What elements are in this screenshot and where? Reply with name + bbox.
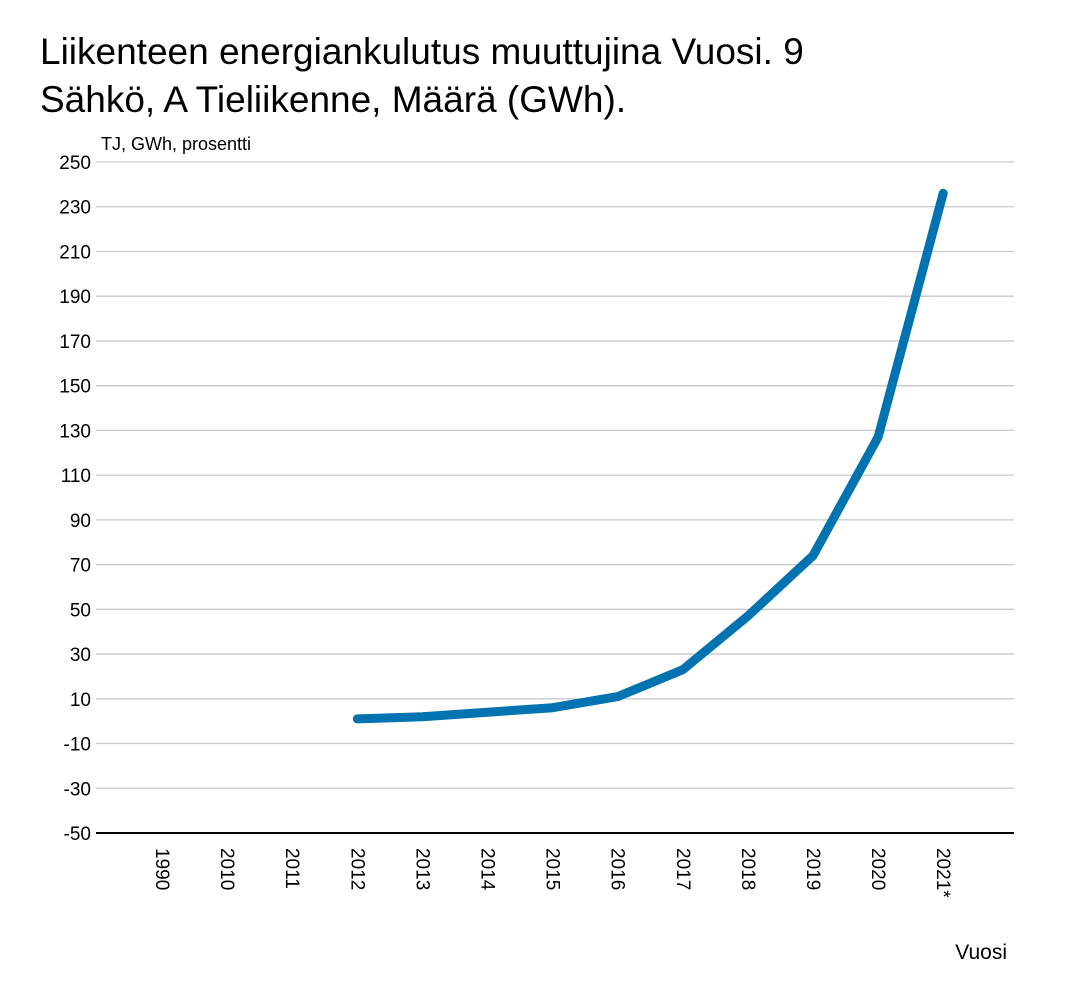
y-tick-label: 130 [59,421,91,442]
y-tick-label: -10 [64,735,91,756]
y-tick-label: -50 [64,824,91,845]
x-tick-label: 2013 [411,848,432,890]
y-axis-unit-label: TJ, GWh, prosentti [101,134,251,154]
x-tick-label: 2012 [346,848,367,890]
chart-title: Liikenteen energiankulutus muuttujina Vu… [40,28,1040,124]
y-tick-label: -30 [64,779,91,800]
data-point [486,710,489,714]
data-point [355,717,359,721]
y-tick-label: 230 [59,198,91,219]
y-tick-label: 190 [59,287,91,308]
data-point [551,706,555,710]
x-axis-title: Vuosi [955,941,1007,964]
x-tick-label: 2020 [867,848,888,890]
data-point [746,614,750,618]
data-point [420,715,424,719]
x-tick-label: 2015 [542,848,563,890]
series-lines [352,188,948,724]
x-tick-label: 2014 [477,848,498,891]
data-point [681,668,685,672]
x-tick-label: 2016 [607,848,628,890]
series-line [352,188,948,724]
data-point [811,554,815,558]
x-tick-label: 2021* [932,848,953,898]
x-tick-label: 1990 [151,848,172,890]
data-point [941,191,945,195]
chart-title-line-1: Liikenteen energiankulutus muuttujina Vu… [40,31,804,72]
data-point [616,695,620,699]
data-point [876,435,880,439]
y-tick-label: 210 [59,242,91,263]
y-axis-tick-labels: -50 -30 -10 10 30 50 70 90 110 130 150 170 190 210 230… [59,153,91,845]
x-tick-label: 2019 [802,848,823,890]
chart-subtitle: Sähkö, A Tieliikenne, Määrä (GWh). [40,79,627,120]
x-tick-label: 2010 [216,848,237,890]
y-tick-label: 110 [61,466,91,487]
y-tick-label: 170 [59,332,91,353]
x-axis-tick-labels: 1990 2010 2011 2012 2013 2014 2015 2016 2017 2018… [151,848,953,898]
x-tick-label: 2017 [672,848,693,890]
y-tick-label: 30 [70,645,91,666]
y-tick-label: 10 [70,690,91,711]
y-tick-label: 70 [70,556,91,577]
x-tick-label: 2018 [737,848,758,890]
x-tick-label: 2011 [281,848,302,889]
y-tick-label: 50 [70,600,91,621]
gridlines [96,161,1014,789]
y-tick-label: 250 [59,153,91,174]
y-tick-label: 150 [59,377,91,398]
y-tick-label: 90 [70,511,91,532]
